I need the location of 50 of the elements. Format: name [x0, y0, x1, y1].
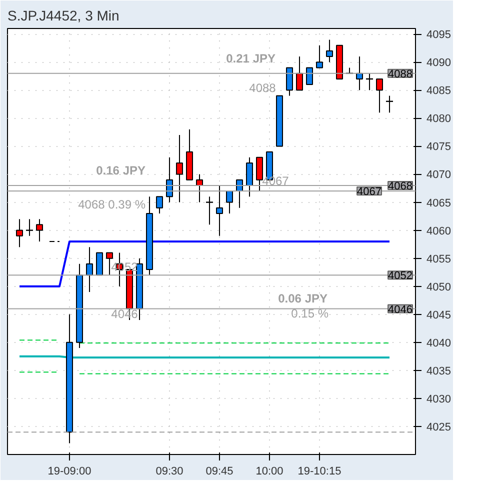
candlestick	[16, 218, 23, 248]
candlestick	[306, 67, 313, 86]
y-tick-label: 4080	[426, 113, 451, 126]
candlestick	[156, 196, 163, 214]
x-tick-label: 10:00	[256, 466, 284, 478]
annotation: 4088	[249, 81, 276, 95]
annotation: 0.16 JPY	[96, 164, 146, 178]
ref-line-label: 4068	[388, 180, 413, 192]
candlestick	[96, 252, 103, 276]
x-tick-label: 19-10:15	[298, 466, 342, 478]
candlestick	[216, 184, 223, 236]
y-tick-label: 4045	[426, 309, 451, 322]
y-tick-label: 4095	[426, 29, 451, 42]
y-tick-label: 4085	[426, 85, 451, 98]
annotation: 4068 0.39 %	[78, 198, 146, 212]
candlestick	[176, 134, 183, 203]
candlestick	[226, 190, 233, 214]
y-tick-label: 4090	[426, 57, 451, 70]
candlestick	[256, 156, 263, 192]
y-tick-label: 4070	[426, 169, 451, 182]
x-tick-label: 19-09:00	[48, 466, 92, 478]
ref-line-label: 4067	[357, 186, 382, 198]
x-tick-label: 09:45	[206, 466, 234, 478]
ref-line-label: 4046	[388, 304, 413, 316]
ref-line-label: 4088	[388, 68, 413, 80]
y-tick-label: 4060	[426, 225, 451, 238]
y-tick-label: 4065	[426, 197, 451, 210]
x-tick-label: 09:30	[156, 466, 184, 478]
candlestick	[36, 218, 43, 242]
y-tick-label: 4050	[426, 281, 451, 294]
candlestick	[286, 67, 293, 96]
candlestick	[326, 39, 333, 63]
y-tick-label: 4055	[426, 253, 451, 266]
annotation: 0.06 JPY	[278, 292, 328, 306]
y-tick-label: 4030	[426, 393, 451, 406]
y-tick-label: 4075	[426, 141, 451, 154]
candlestick	[246, 156, 253, 198]
annotation: 0.15 %	[291, 306, 329, 320]
candlestick	[376, 78, 383, 114]
candlestick	[316, 44, 323, 68]
annotation: 0.21 JPY	[226, 52, 276, 66]
y-tick-label: 4035	[426, 365, 451, 378]
candlestick	[86, 246, 93, 292]
annotation: 4067	[262, 174, 290, 188]
y-tick-label: 4040	[426, 337, 451, 350]
ref-line-label: 4052	[388, 270, 413, 282]
chart-title: S.JP.J4452, 3 Min	[8, 8, 120, 24]
candlestick	[106, 252, 113, 276]
candlestick	[296, 56, 303, 91]
y-tick-label: 4025	[426, 421, 451, 434]
